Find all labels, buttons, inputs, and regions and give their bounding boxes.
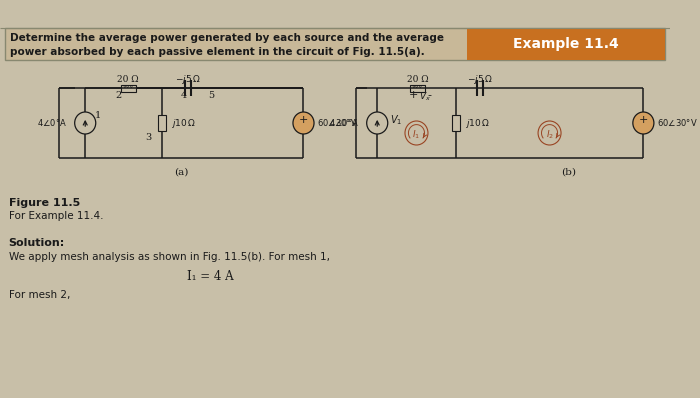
Text: 4: 4	[181, 92, 187, 101]
Text: $60\angle 30°\mathrm{V}$: $60\angle 30°\mathrm{V}$	[657, 117, 697, 129]
Text: Solution:: Solution:	[8, 238, 65, 248]
Text: $I_1$: $I_1$	[412, 129, 421, 141]
Text: 3: 3	[146, 133, 151, 142]
Text: I₁ = 4 A: I₁ = 4 A	[188, 269, 234, 283]
Text: We apply mesh analysis as shown in Fig. 11.5(b). For mesh 1,: We apply mesh analysis as shown in Fig. …	[8, 252, 330, 262]
Text: 2: 2	[116, 92, 122, 101]
Bar	[410, 84, 425, 92]
Text: Figure 11.5: Figure 11.5	[8, 198, 80, 208]
Text: 5: 5	[209, 90, 215, 100]
Text: $60\angle 30°\mathrm{V}$: $60\angle 30°\mathrm{V}$	[317, 117, 358, 129]
Text: +: +	[409, 90, 419, 100]
Bar	[120, 84, 136, 92]
Text: 1: 1	[94, 111, 101, 119]
Text: 20 Ω: 20 Ω	[118, 74, 139, 84]
Bar	[452, 115, 460, 131]
Text: +: +	[299, 115, 308, 125]
Text: $V_x$: $V_x$	[419, 91, 431, 103]
Text: $-j5\,\Omega$: $-j5\,\Omega$	[467, 72, 493, 86]
Text: For mesh 2,: For mesh 2,	[8, 290, 70, 300]
Text: $-j5\,\Omega$: $-j5\,\Omega$	[175, 72, 200, 86]
Text: vvv: vvv	[122, 84, 134, 90]
Bar	[5, 28, 666, 60]
Text: -: -	[428, 90, 432, 100]
Text: (a): (a)	[174, 168, 188, 176]
Text: power absorbed by each passive element in the circuit of Fig. 11.5(a).: power absorbed by each passive element i…	[10, 47, 424, 57]
Text: $j10\,\Omega$: $j10\,\Omega$	[466, 117, 490, 129]
Text: $4\angle 0°\mathrm{A}$: $4\angle 0°\mathrm{A}$	[37, 117, 67, 127]
Circle shape	[633, 112, 654, 134]
Text: $j10\,\Omega$: $j10\,\Omega$	[172, 117, 196, 129]
Circle shape	[293, 112, 314, 134]
Text: (b): (b)	[561, 168, 576, 176]
Text: For Example 11.4.: For Example 11.4.	[8, 211, 103, 221]
Text: Example 11.4: Example 11.4	[513, 37, 619, 51]
Text: $I_2$: $I_2$	[545, 129, 554, 141]
Bar	[158, 115, 166, 131]
Text: +: +	[638, 115, 648, 125]
Text: vvv: vvv	[412, 84, 423, 90]
Text: 20 Ω: 20 Ω	[407, 74, 428, 84]
Text: $V_1$: $V_1$	[390, 113, 402, 127]
Text: $4\angle 0°\mathrm{A}$: $4\angle 0°\mathrm{A}$	[329, 117, 359, 127]
Bar	[467, 28, 666, 60]
Text: Determine the average power generated by each source and the average: Determine the average power generated by…	[10, 33, 444, 43]
